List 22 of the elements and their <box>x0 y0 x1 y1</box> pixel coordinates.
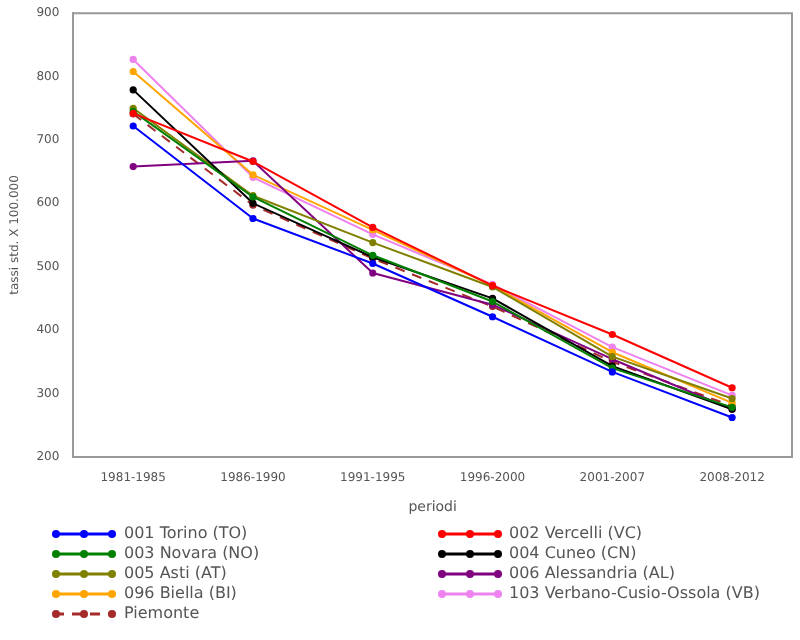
legend-label: 005 Asti (AT) <box>124 564 227 582</box>
point <box>129 122 137 130</box>
point <box>129 86 137 94</box>
legend-label: 002 Vercelli (VC) <box>509 524 643 542</box>
point <box>129 55 137 64</box>
point <box>369 259 377 268</box>
legend-label: Piemonte <box>124 604 200 622</box>
legend-label: 103 Verbano-Cusio-Ossola (VB) <box>509 584 760 602</box>
point <box>369 269 377 277</box>
legend-label: 003 Novara (NO) <box>124 544 260 562</box>
legend-label: 001 Torino (TO) <box>124 524 248 542</box>
point <box>249 214 257 223</box>
legend-label: 004 Cuneo (CN) <box>509 544 637 562</box>
point <box>728 413 736 422</box>
point <box>608 330 616 339</box>
point <box>129 162 137 171</box>
legend-label: 096 Biella (BI) <box>124 584 237 602</box>
point <box>488 313 497 321</box>
legend-label: 006 Alessandria (AL) <box>509 564 675 582</box>
point <box>728 384 736 392</box>
point <box>129 67 137 76</box>
point <box>369 239 377 247</box>
